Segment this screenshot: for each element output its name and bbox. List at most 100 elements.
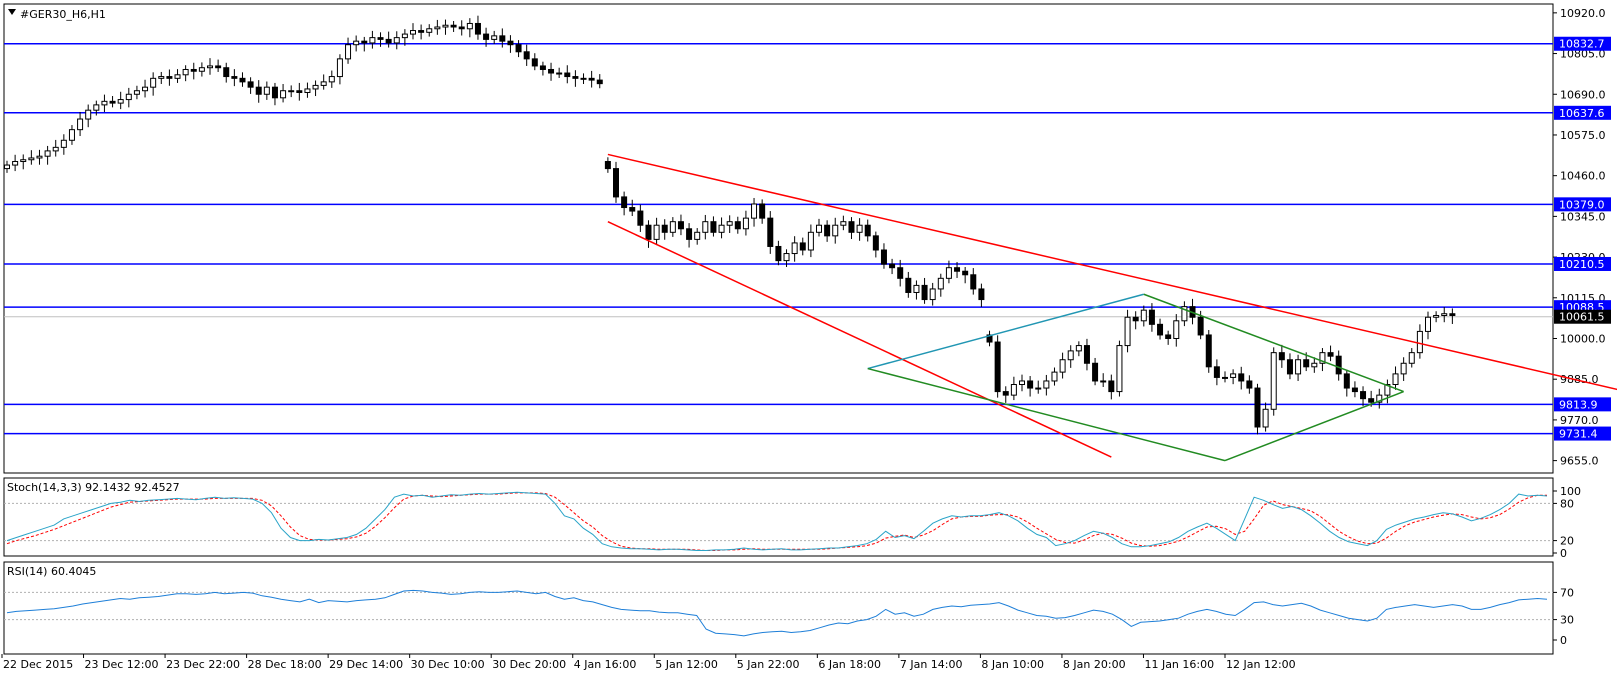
trend-line-red[interactable] xyxy=(607,221,1112,458)
level-price-label: 10379.0 xyxy=(1559,198,1605,211)
candle-body xyxy=(117,99,124,104)
candle-body xyxy=(637,210,644,226)
candle-body xyxy=(970,274,977,290)
candle-body xyxy=(726,221,733,226)
time-tick-label: 11 Jan 16:00 xyxy=(1144,658,1214,671)
candle-body xyxy=(677,221,684,230)
candle-body xyxy=(426,28,433,33)
candle-body xyxy=(588,77,595,81)
trend-line-green[interactable] xyxy=(1224,390,1404,462)
candle-body xyxy=(1043,380,1050,389)
candle-body xyxy=(872,235,879,251)
candle-body xyxy=(913,284,920,293)
candle-body xyxy=(994,341,1001,393)
candle-body xyxy=(1449,313,1456,316)
trend-line-teal[interactable] xyxy=(867,293,1144,370)
candle-body xyxy=(799,242,806,251)
candle-body xyxy=(702,221,709,233)
candle-body xyxy=(1376,394,1383,403)
candle-body xyxy=(434,26,441,30)
candle-body xyxy=(223,67,230,78)
candle-body xyxy=(531,58,538,67)
level-price-tag xyxy=(1554,36,1611,51)
candle-body xyxy=(897,267,904,279)
candle-body xyxy=(1335,355,1342,375)
candle-body xyxy=(783,253,790,262)
candle-body xyxy=(507,40,514,46)
candle-body xyxy=(734,221,741,230)
rsi-tick-label: 0 xyxy=(1560,634,1567,647)
candle-body xyxy=(515,44,522,53)
candle-body xyxy=(767,217,774,247)
candle-body xyxy=(133,90,140,95)
level-price-tag xyxy=(1554,256,1611,271)
time-tick-label: 7 Jan 14:00 xyxy=(900,658,963,671)
candle-body xyxy=(742,217,749,230)
candle-body xyxy=(1213,366,1220,378)
candle-body xyxy=(280,90,287,99)
level-price-label: 10210.5 xyxy=(1559,258,1605,271)
candle-body xyxy=(328,76,335,83)
trend-line-green[interactable] xyxy=(1143,293,1404,393)
rsi-panel: 70 30 0 RSI(14) 60.4045 xyxy=(3,561,1574,655)
candle-body xyxy=(1173,320,1180,339)
candle-body xyxy=(645,224,652,240)
candle-body xyxy=(1027,380,1034,389)
candle-body xyxy=(369,37,376,44)
candle-body xyxy=(1092,362,1099,382)
candle-body xyxy=(1441,313,1448,316)
candle-body xyxy=(109,100,116,104)
candle-body xyxy=(410,30,416,35)
candle-body xyxy=(52,146,59,152)
candle-body xyxy=(1075,345,1082,352)
candle-body xyxy=(1343,373,1350,389)
time-tick-label: 29 Dec 14:00 xyxy=(329,658,403,671)
candle-body xyxy=(336,58,343,78)
trend-line-red[interactable] xyxy=(607,153,1617,404)
candle-body xyxy=(483,33,490,40)
candle-body xyxy=(832,224,839,237)
candle-body xyxy=(207,65,213,69)
candle-body xyxy=(190,68,197,72)
candle-body xyxy=(271,86,278,99)
candle-body xyxy=(669,221,676,233)
stochastic-lines xyxy=(6,491,1548,551)
price-tick-label: 10460.0 xyxy=(1560,170,1606,183)
price-panel-frame xyxy=(3,3,1554,474)
collapse-triangle-icon[interactable] xyxy=(8,9,16,15)
candle-body xyxy=(158,76,165,79)
candle-body xyxy=(978,288,985,301)
candle-body xyxy=(1416,330,1423,354)
candle-body xyxy=(556,72,563,75)
trend-line-green[interactable] xyxy=(867,367,1226,462)
candle-body xyxy=(385,38,392,44)
time-tick-label: 28 Dec 18:00 xyxy=(248,658,322,671)
candle-body xyxy=(304,88,311,93)
price-tick-label: 10920.0 xyxy=(1560,7,1606,20)
candle-body xyxy=(751,203,758,219)
candle-body xyxy=(1002,391,1009,396)
candle-body xyxy=(1116,345,1123,393)
candle-body xyxy=(263,86,270,95)
candle-body xyxy=(182,68,189,76)
candle-body xyxy=(1246,380,1253,389)
price-panel: 10920.0 10805.0 10690.0 10575.0 10460.0 10345… xyxy=(3,3,1617,474)
time-tick-label: 30 Dec 10:00 xyxy=(411,658,485,671)
chart-symbol-title: #GER30_H6,H1 xyxy=(20,8,106,21)
candle-body xyxy=(174,74,181,79)
candle-body xyxy=(1124,316,1131,347)
candle-body xyxy=(1108,380,1115,393)
candle-body xyxy=(880,249,887,265)
candle-body xyxy=(572,76,579,79)
candle-body xyxy=(150,77,157,88)
candle-body xyxy=(1262,408,1269,428)
candle-body xyxy=(1433,314,1440,318)
time-axis: 22 Dec 2015 23 Dec 12:00 23 Dec 22:00 28 De… xyxy=(1,654,1296,671)
candle-body xyxy=(580,77,587,80)
candle-body xyxy=(166,76,173,79)
candle-body xyxy=(1100,380,1107,383)
rsi-lines xyxy=(6,589,1548,637)
candle-body xyxy=(661,224,668,233)
